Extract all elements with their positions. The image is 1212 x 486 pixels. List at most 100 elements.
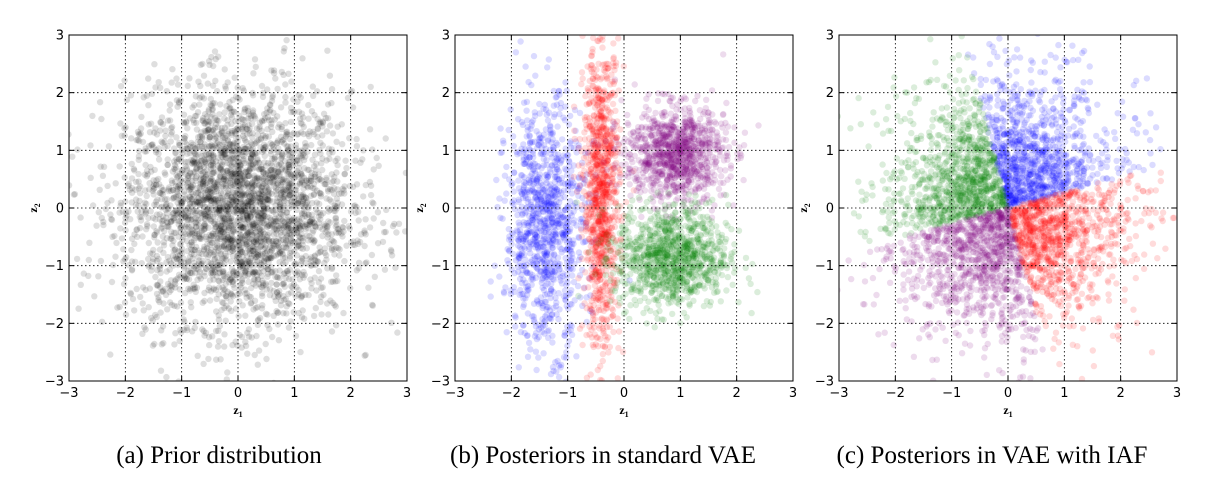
point-series-1 — [556, 243, 563, 251]
point-series-1 — [151, 234, 158, 241]
point-series-1 — [222, 236, 229, 243]
point-series-1 — [221, 331, 228, 338]
point-series-1 — [258, 165, 265, 173]
point-series-1 — [273, 238, 280, 245]
point-series-1 — [285, 219, 292, 226]
point-series-1 — [218, 124, 226, 132]
point-series-1 — [266, 172, 274, 179]
point-series-1 — [310, 218, 317, 226]
point-series-1 — [241, 172, 248, 179]
point-series-1 — [533, 176, 540, 184]
point-series-1 — [537, 180, 545, 187]
point-series-1 — [351, 241, 358, 249]
point-series-1 — [260, 203, 267, 211]
point-series-1 — [518, 290, 525, 298]
point-series-1 — [242, 338, 249, 346]
point-series-1 — [526, 140, 534, 147]
point-series-1 — [307, 218, 314, 225]
point-series-1 — [213, 295, 220, 303]
point-series-1 — [302, 260, 309, 267]
point-series-1 — [195, 157, 202, 164]
point-series-1 — [193, 112, 200, 120]
point-series-1 — [225, 215, 233, 222]
point-series-1 — [191, 112, 199, 120]
point-series-1 — [199, 180, 207, 188]
point-series-1 — [201, 158, 209, 165]
point-series-1 — [224, 238, 232, 246]
point-series-1 — [207, 150, 215, 157]
point-series-1 — [195, 78, 202, 85]
point-series-1 — [211, 142, 219, 149]
point-series-1 — [266, 101, 274, 108]
point-series-1 — [250, 239, 257, 246]
point-series-1 — [265, 197, 272, 204]
point-series-1 — [304, 198, 311, 205]
point-series-1 — [192, 215, 199, 222]
point-series-1 — [553, 157, 560, 164]
point-series-1 — [169, 210, 177, 217]
point-series-1 — [318, 284, 325, 291]
point-series-1 — [569, 272, 576, 279]
point-series-1 — [548, 215, 555, 222]
point-series-1 — [551, 260, 559, 267]
point-series-1 — [273, 140, 280, 147]
point-series-1 — [538, 144, 545, 151]
point-series-1 — [541, 291, 549, 299]
point-series-1 — [533, 238, 540, 245]
point-series-1 — [141, 324, 148, 331]
point-series-1 — [552, 238, 560, 245]
point-series-1 — [292, 173, 299, 181]
point-series-1 — [206, 186, 213, 193]
point-series-1 — [308, 169, 315, 177]
point-series-1 — [300, 123, 307, 131]
point-series-1 — [338, 121, 345, 128]
point-series-1 — [280, 204, 287, 211]
point-series-1 — [287, 104, 295, 112]
point-series-1 — [274, 113, 281, 120]
point-series-1 — [182, 213, 189, 220]
point-series-1 — [518, 252, 525, 259]
point-series-1 — [220, 177, 227, 184]
point-series-1 — [542, 235, 549, 243]
point-series-1 — [279, 217, 287, 224]
point-series-1 — [546, 209, 553, 217]
point-series-1 — [211, 232, 218, 240]
point-series-1 — [530, 300, 538, 307]
point-series-1 — [184, 247, 191, 255]
point-series-1 — [249, 89, 256, 97]
point-series-1 — [539, 205, 546, 213]
point-series-1 — [520, 301, 528, 308]
point-series-1 — [219, 218, 226, 225]
point-series-1 — [515, 253, 522, 260]
point-series-1 — [243, 263, 250, 270]
point-series-1 — [541, 318, 548, 326]
point-series-1 — [214, 162, 222, 169]
point-series-1 — [240, 184, 247, 191]
point-series-1 — [285, 161, 293, 168]
point-series-1 — [277, 210, 284, 217]
point-series-1 — [265, 236, 272, 243]
point-series-1 — [174, 303, 181, 310]
point-series-1 — [243, 182, 250, 189]
point-series-1 — [206, 195, 213, 203]
point-series-1 — [264, 205, 271, 212]
point-series-1 — [293, 191, 300, 198]
point-series-1 — [559, 136, 566, 143]
point-series-1 — [238, 208, 245, 215]
point-series-1 — [136, 224, 144, 232]
point-series-1 — [164, 161, 171, 168]
point-series-1 — [268, 190, 275, 198]
point-series-2 — [576, 182, 584, 189]
point-series-1 — [147, 120, 155, 127]
point-series-1 — [245, 143, 252, 150]
point-series-1 — [187, 264, 195, 272]
point-series-1 — [163, 259, 170, 266]
point-series-1 — [237, 161, 244, 168]
point-series-1 — [248, 198, 255, 206]
point-series-1 — [151, 231, 158, 239]
point-series-1 — [135, 170, 142, 178]
point-series-1 — [206, 118, 213, 125]
point-series-1 — [349, 241, 357, 249]
point-series-1 — [188, 183, 195, 191]
point-series-1 — [213, 308, 220, 315]
